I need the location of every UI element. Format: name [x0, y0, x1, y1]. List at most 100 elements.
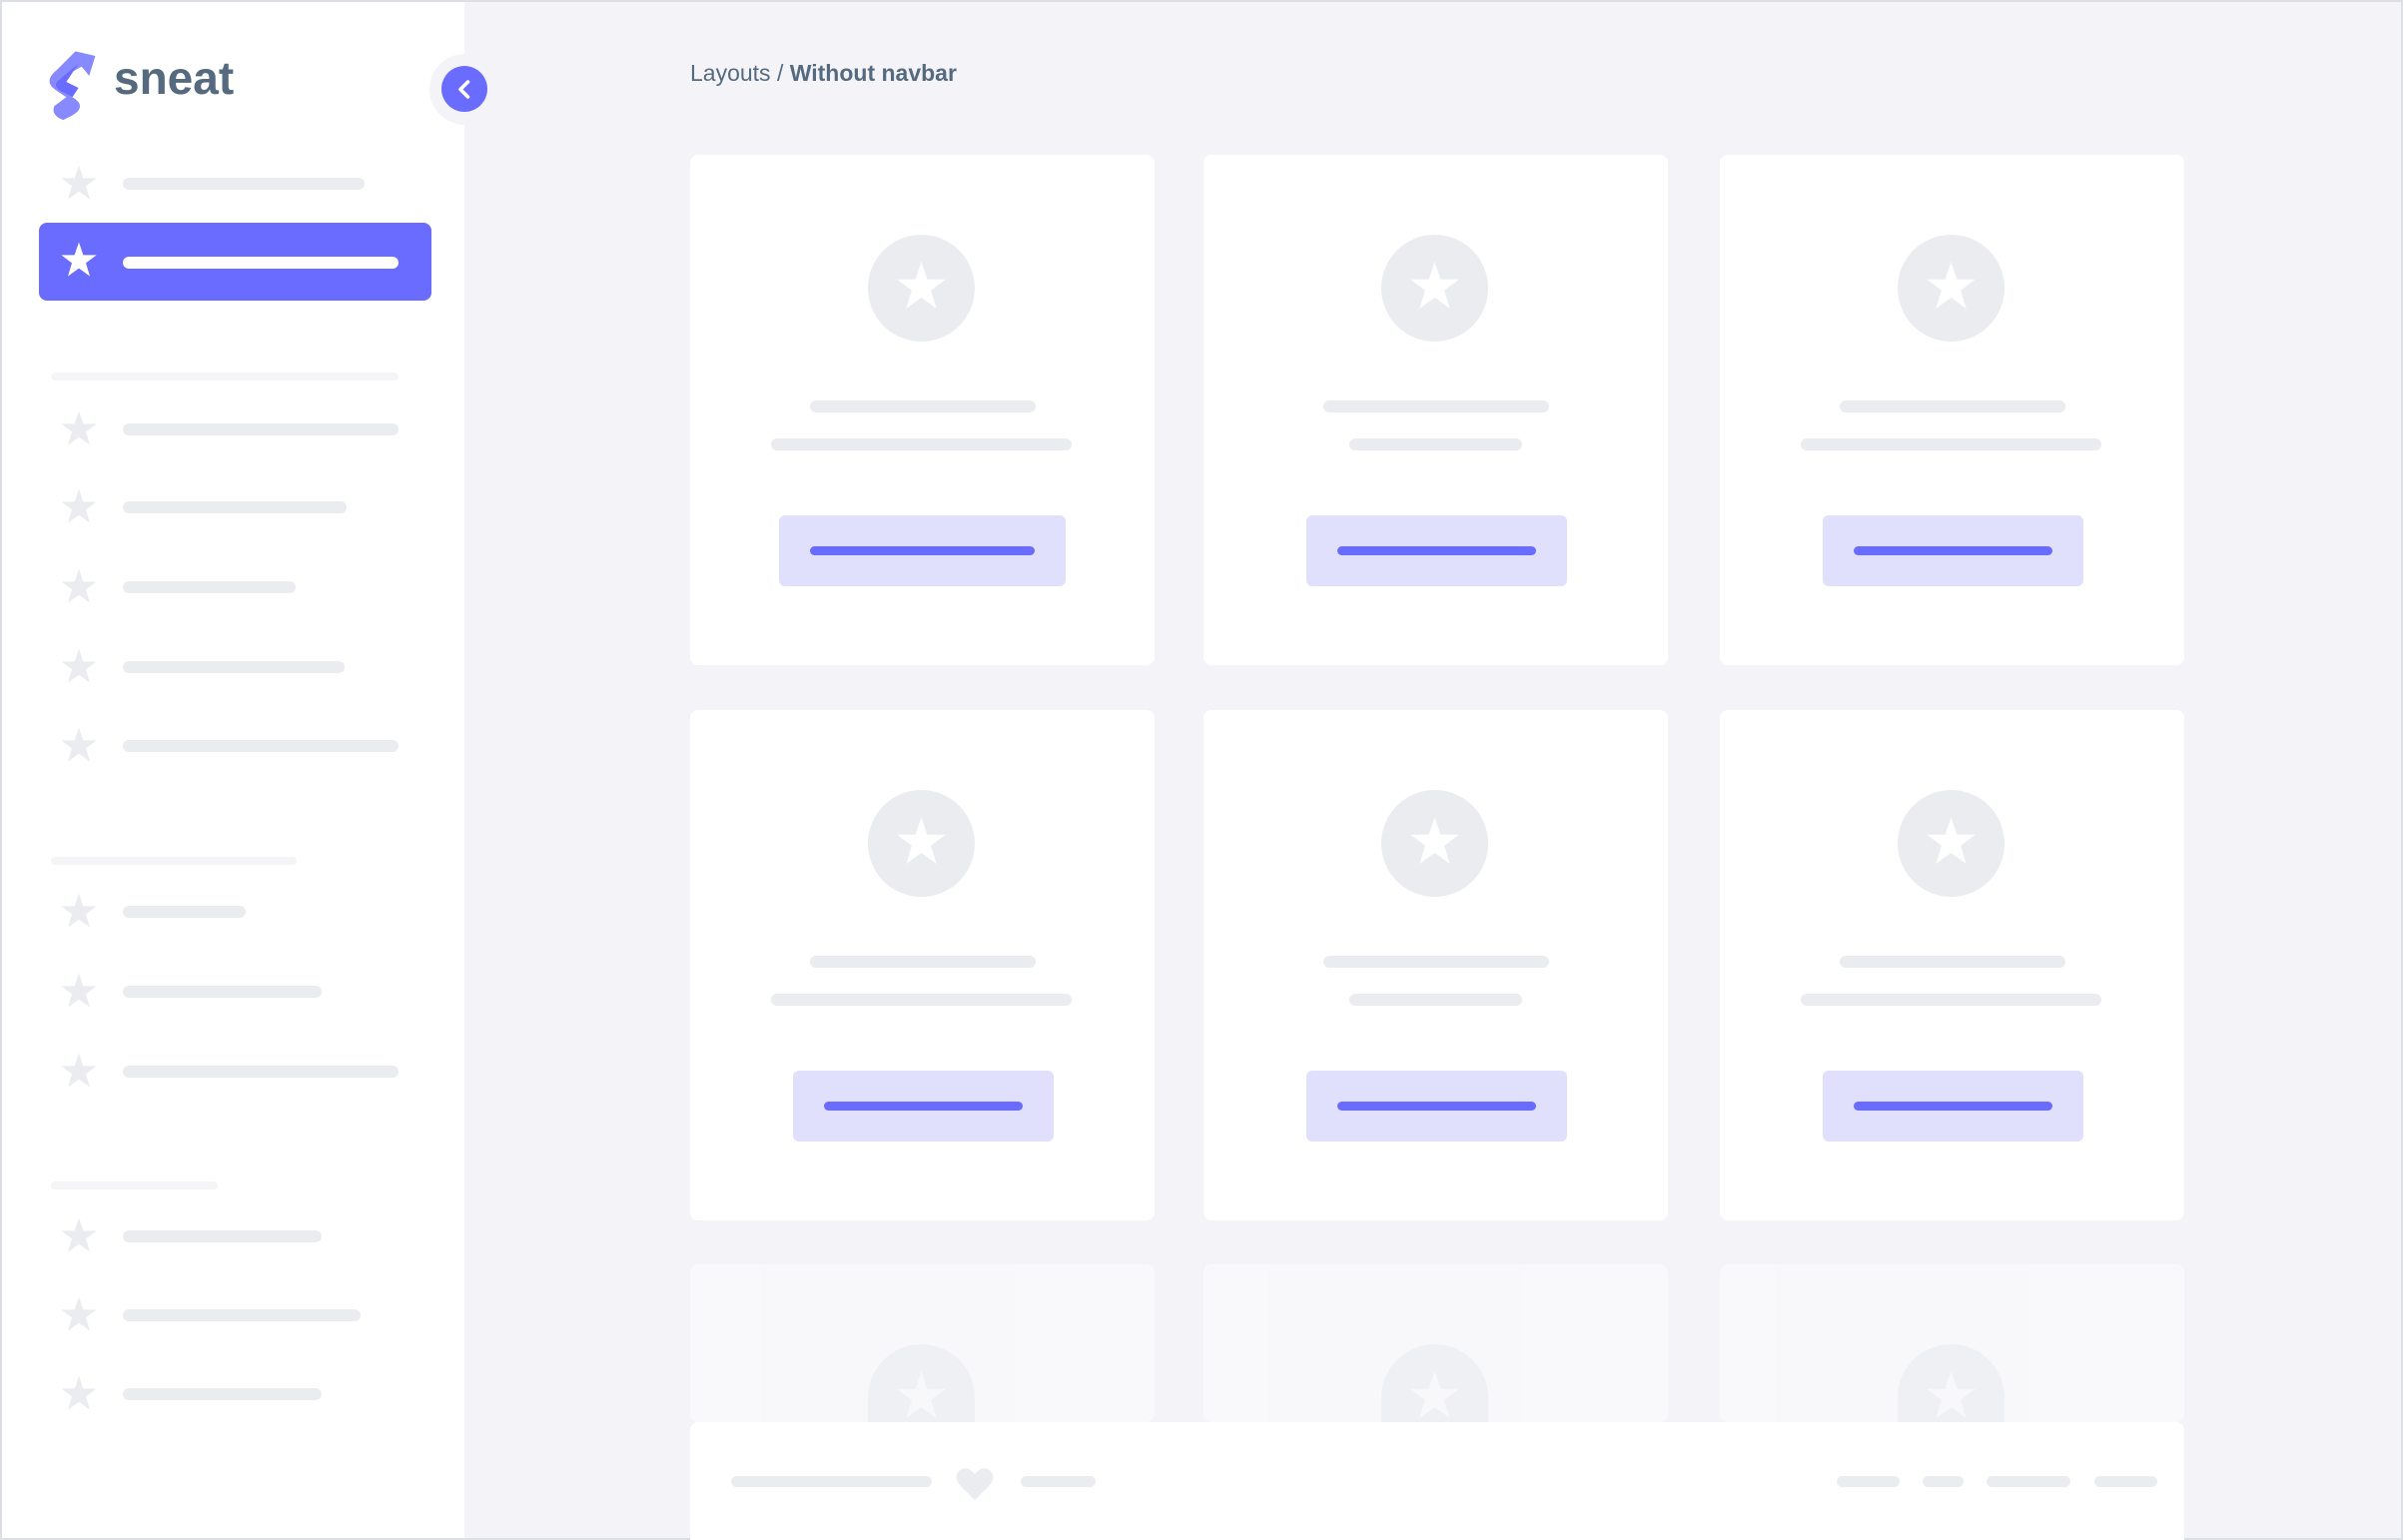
menu-section-header-placeholder	[51, 857, 297, 865]
footer-link-placeholder[interactable]	[1837, 1476, 1900, 1487]
card-avatar	[1381, 790, 1488, 897]
card-text-placeholder	[771, 438, 1072, 450]
card-title-placeholder	[810, 400, 1036, 412]
card-text-placeholder	[771, 994, 1072, 1006]
sidebar-item[interactable]	[39, 708, 431, 785]
card	[1203, 155, 1668, 665]
button-label-placeholder	[1854, 1102, 2052, 1111]
sidebar-item-label-placeholder	[123, 1388, 322, 1400]
card-avatar	[868, 235, 975, 342]
sidebar-item-label-placeholder	[123, 423, 399, 435]
star-icon	[1410, 262, 1459, 310]
sidebar-item[interactable]	[39, 146, 431, 223]
star-icon	[61, 973, 97, 1008]
card	[1203, 710, 1668, 1220]
card-action-button[interactable]	[1306, 1071, 1567, 1142]
card-action-button[interactable]	[1823, 1071, 2083, 1142]
star-icon	[61, 1217, 97, 1252]
star-icon	[61, 1375, 97, 1410]
button-label-placeholder	[1854, 546, 2052, 555]
brand-name[interactable]: sneat	[114, 52, 235, 104]
card-avatar	[1381, 235, 1488, 342]
card-text-placeholder	[1349, 438, 1522, 450]
footer-text-placeholder	[1021, 1476, 1096, 1487]
card	[1720, 710, 2184, 1220]
card-action-button[interactable]	[793, 1071, 1054, 1142]
sidebar-item-label-placeholder	[123, 257, 399, 269]
star-icon	[61, 727, 97, 762]
card	[1720, 1264, 2184, 1422]
sidebar-item-label-placeholder	[123, 1066, 399, 1078]
sidebar-item-active[interactable]	[39, 223, 431, 301]
footer-link-placeholder[interactable]	[2094, 1476, 2157, 1487]
card-title-placeholder	[1840, 956, 2065, 968]
sidebar-item-label-placeholder	[123, 986, 322, 998]
star-icon	[61, 488, 97, 523]
sidebar-toggle-button[interactable]	[441, 66, 487, 112]
sidebar: sneat	[2, 2, 464, 1538]
button-label-placeholder	[1337, 546, 1536, 555]
card-title-placeholder	[1840, 400, 2065, 412]
breadcrumb-current: Without navbar	[789, 60, 957, 86]
card-action-button[interactable]	[1306, 515, 1567, 586]
star-icon	[61, 1053, 97, 1088]
card	[690, 710, 1155, 1220]
card-avatar	[1898, 235, 2004, 342]
sidebar-item-label-placeholder	[123, 581, 296, 593]
card-avatar	[868, 790, 975, 897]
card-title-placeholder	[1323, 956, 1549, 968]
card-title-placeholder	[1323, 400, 1549, 412]
sidebar-item[interactable]	[39, 391, 431, 468]
sidebar-item-label-placeholder	[123, 1230, 322, 1242]
card-text-placeholder	[1801, 438, 2101, 450]
card-text-placeholder	[1801, 994, 2101, 1006]
button-label-placeholder	[810, 546, 1035, 555]
star-icon	[897, 817, 946, 865]
star-icon	[897, 262, 946, 310]
card-avatar	[1381, 1344, 1488, 1422]
sidebar-item[interactable]	[39, 874, 431, 951]
star-icon	[61, 410, 97, 445]
star-icon	[61, 242, 97, 277]
breadcrumb-parent[interactable]: Layouts	[690, 60, 771, 86]
star-icon	[1410, 1371, 1459, 1419]
star-icon	[61, 568, 97, 603]
sidebar-item[interactable]	[39, 954, 431, 1031]
heart-icon	[956, 1468, 994, 1501]
card-text-placeholder	[1349, 994, 1522, 1006]
star-icon	[61, 1296, 97, 1331]
card-avatar	[1898, 790, 2004, 897]
menu-section-header-placeholder	[51, 373, 399, 381]
card-avatar	[868, 1344, 975, 1422]
footer	[690, 1422, 2184, 1540]
footer-text-placeholder	[731, 1476, 932, 1487]
card	[690, 1264, 1155, 1422]
star-icon	[897, 1371, 946, 1419]
sidebar-item-label-placeholder	[123, 661, 345, 673]
breadcrumb-separator: /	[770, 60, 790, 86]
sidebar-item[interactable]	[39, 469, 431, 546]
star-icon	[1410, 817, 1459, 865]
footer-link-placeholder[interactable]	[1987, 1476, 2070, 1487]
menu-section-header-placeholder	[51, 1181, 218, 1189]
card-action-button[interactable]	[779, 515, 1066, 586]
sidebar-item[interactable]	[39, 629, 431, 706]
sidebar-item-label-placeholder	[123, 1309, 361, 1321]
sidebar-item[interactable]	[39, 1277, 431, 1354]
breadcrumb: Layouts / Without navbar	[690, 60, 957, 87]
card-action-button[interactable]	[1823, 515, 2083, 586]
card	[1720, 155, 2184, 665]
sidebar-item[interactable]	[39, 1356, 431, 1433]
button-label-placeholder	[1337, 1102, 1536, 1111]
star-icon	[1927, 817, 1976, 865]
sidebar-item[interactable]	[39, 549, 431, 626]
sidebar-item[interactable]	[39, 1034, 431, 1111]
footer-link-placeholder[interactable]	[1923, 1476, 1964, 1487]
sidebar-item-label-placeholder	[123, 740, 399, 752]
star-icon	[61, 165, 97, 200]
sidebar-item[interactable]	[39, 1198, 431, 1275]
sneat-logo-icon	[49, 51, 96, 121]
star-icon	[61, 893, 97, 928]
chevron-left-icon	[457, 79, 469, 99]
